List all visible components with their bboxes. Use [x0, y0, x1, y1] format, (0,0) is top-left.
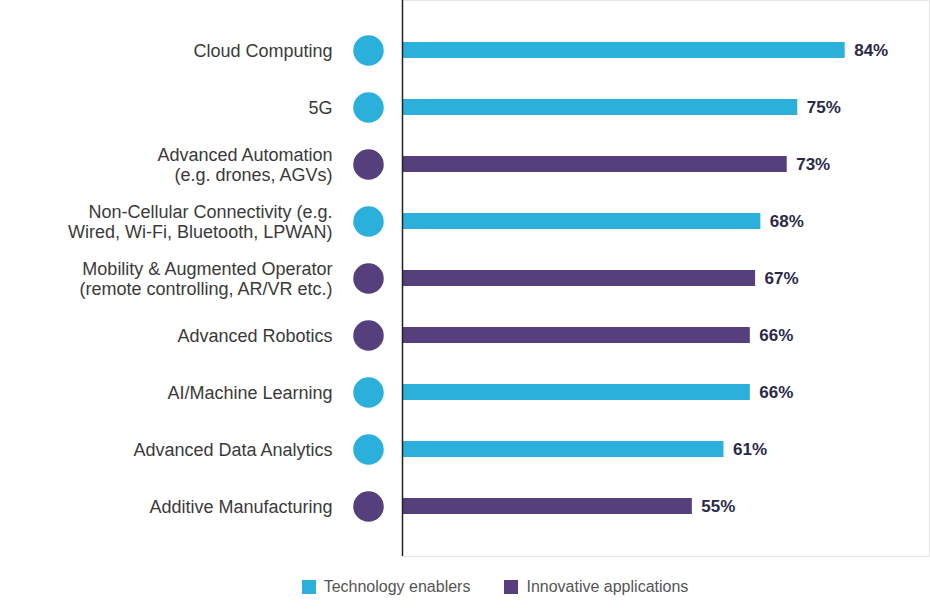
svg-text:Advanced Automation(e.g. drone: Advanced Automation(e.g. drones, AGVs)	[157, 145, 332, 186]
svg-text:73%: 73%	[796, 155, 830, 174]
svg-text:84%: 84%	[854, 41, 888, 60]
svg-text:AI/Machine Learning: AI/Machine Learning	[167, 383, 332, 403]
svg-text:61%: 61%	[733, 440, 767, 459]
svg-text:Advanced Robotics: Advanced Robotics	[177, 326, 332, 346]
svg-text:75%: 75%	[807, 98, 841, 117]
svg-text:68%: 68%	[770, 212, 804, 231]
html-text:Technology enablers: Technology enablers	[323, 578, 471, 595]
svg-text:5G: 5G	[308, 98, 332, 118]
svg-text:55%: 55%	[701, 497, 735, 516]
svg-text:Advanced Data Analytics: Advanced Data Analytics	[133, 440, 332, 460]
svg-text:Mobility & Augmented Operator(: Mobility & Augmented Operator(remote con…	[79, 259, 332, 300]
svg-text:66%: 66%	[759, 326, 793, 345]
svg-text:66%: 66%	[759, 383, 793, 402]
svg-text:Non-Cellular Connectivity (e.g: Non-Cellular Connectivity (e.g.Wired, Wi…	[68, 202, 332, 243]
svg-text:Additive Manufacturing: Additive Manufacturing	[149, 497, 332, 517]
svg-text:67%: 67%	[765, 269, 799, 288]
html-text:Innovative applications: Innovative applications	[526, 578, 689, 595]
svg-text:Cloud Computing: Cloud Computing	[193, 41, 332, 61]
